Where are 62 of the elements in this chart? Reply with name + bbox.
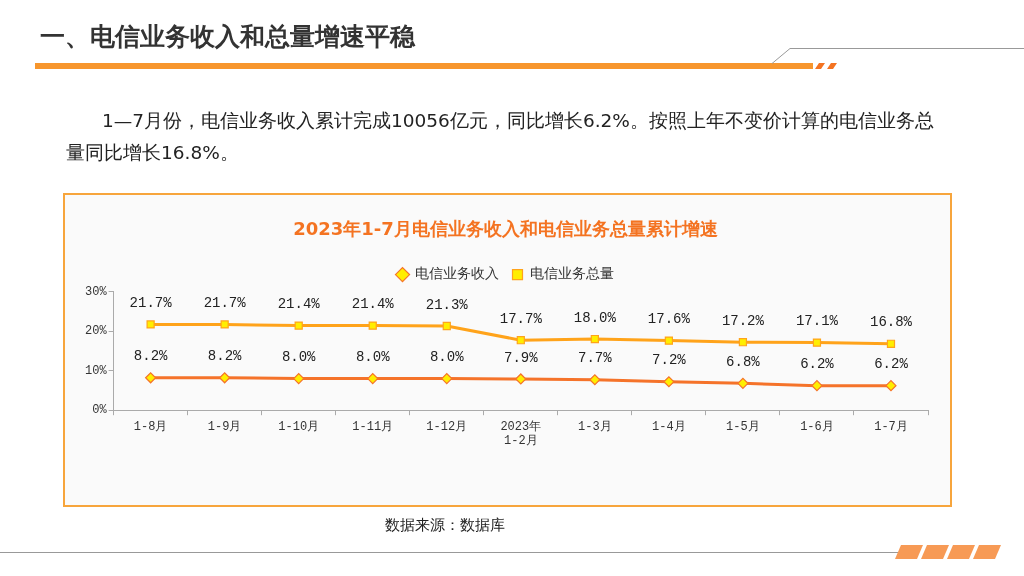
data-label: 7.2% bbox=[652, 352, 687, 369]
y-tick-label: 10% bbox=[84, 363, 108, 378]
data-label: 21.4% bbox=[277, 296, 321, 313]
data-label: 6.2% bbox=[800, 356, 835, 373]
data-label: 17.6% bbox=[647, 311, 691, 328]
data-label: 21.7% bbox=[203, 295, 247, 312]
point bbox=[886, 339, 896, 348]
x-tick-label: 1-3月 bbox=[578, 419, 612, 434]
legend-label: 电信业务收入 bbox=[414, 265, 499, 282]
x-tick-label: 1-4月 bbox=[652, 419, 686, 434]
data-label: 8.2% bbox=[207, 348, 243, 365]
x-tick-label: 1-11月 bbox=[352, 419, 394, 434]
point bbox=[738, 338, 748, 347]
data-label: 16.8% bbox=[869, 314, 913, 331]
x-tick-label: 1-5月 bbox=[726, 419, 760, 434]
point bbox=[220, 320, 229, 329]
text: 一、电信业务收入和总量增速平稳 bbox=[40, 21, 415, 53]
point bbox=[146, 320, 155, 329]
x-tick-label: 1-6月 bbox=[800, 419, 834, 434]
point bbox=[368, 321, 377, 330]
point bbox=[294, 321, 303, 330]
data-label: 8.0% bbox=[355, 349, 391, 366]
data-label: 6.8% bbox=[726, 354, 761, 371]
point bbox=[442, 321, 451, 331]
x-tick-label: 1-12月 bbox=[426, 419, 468, 434]
point bbox=[811, 380, 823, 392]
data-label: 7.7% bbox=[578, 350, 613, 367]
text: 1—7月份，电信业务收入累计完成10056亿元，同比增长6.2%。按照上年不变价计算的电信业务总量同比增长16.8%。 bbox=[66, 109, 935, 165]
point bbox=[516, 336, 525, 345]
point bbox=[885, 380, 897, 392]
point bbox=[663, 376, 675, 388]
data-label: 21.3% bbox=[425, 296, 469, 313]
point bbox=[589, 374, 601, 386]
source-note: 数据来源：数据库 bbox=[385, 516, 505, 535]
point bbox=[145, 372, 157, 384]
y-tick-label: 0% bbox=[92, 403, 108, 418]
y-tick-label: 20% bbox=[84, 324, 108, 339]
data-label: 8.0% bbox=[281, 349, 317, 366]
data-label: 17.2% bbox=[721, 312, 765, 329]
point bbox=[737, 377, 749, 389]
x-tick-label: 2023年 1-2月 bbox=[500, 419, 542, 448]
data-label: 21.7% bbox=[129, 295, 173, 312]
data-label: 7.9% bbox=[504, 349, 539, 366]
point bbox=[812, 338, 822, 347]
legend-label: 电信业务总量 bbox=[529, 265, 614, 282]
x-tick-label: 1-10月 bbox=[278, 419, 320, 434]
data-label: 6.2% bbox=[874, 356, 909, 373]
chart-title: 2023年1-7月电信业务收入和电信业务总量累计增速 bbox=[293, 218, 718, 240]
data-label: 17.7% bbox=[499, 310, 543, 327]
x-tick-label: 1-9月 bbox=[207, 419, 242, 434]
x-tick-label: 1-7月 bbox=[874, 419, 908, 434]
point bbox=[590, 334, 599, 344]
data-label: 18.0% bbox=[573, 309, 617, 326]
y-tick-label: 30% bbox=[84, 284, 108, 299]
data-label: 8.2% bbox=[133, 348, 169, 365]
data-label: 8.0% bbox=[429, 349, 465, 366]
point bbox=[219, 372, 231, 384]
point bbox=[515, 373, 527, 385]
x-tick-label: 1-8月 bbox=[133, 419, 168, 434]
data-label: 17.1% bbox=[795, 313, 839, 330]
data-label: 21.4% bbox=[351, 296, 395, 313]
point bbox=[664, 336, 674, 345]
